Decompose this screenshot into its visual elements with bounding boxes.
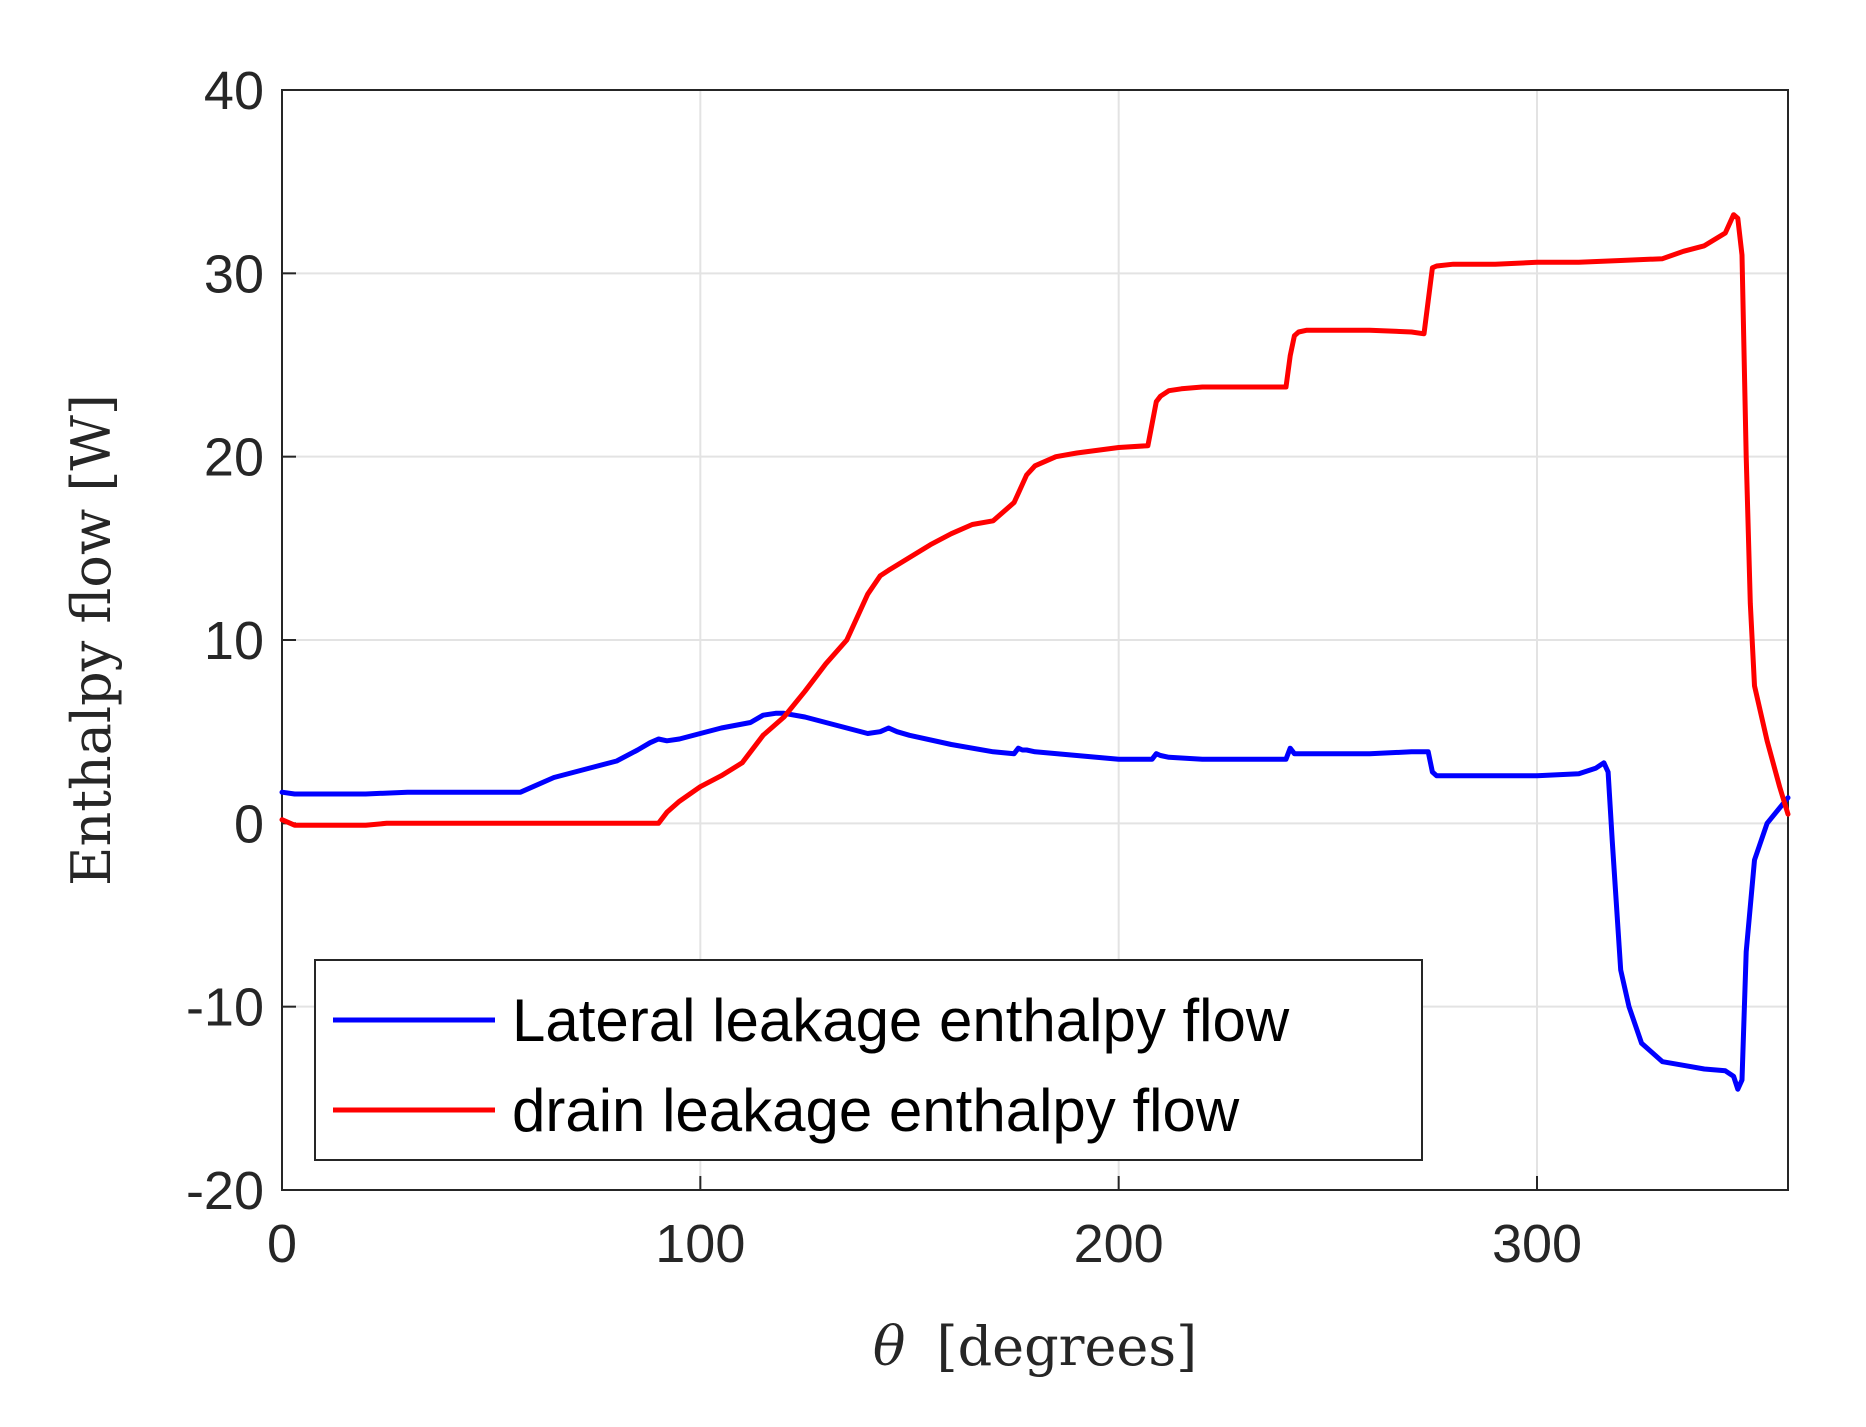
x-axis-label: θ [degrees] bbox=[873, 1315, 1197, 1378]
axis-ticks: 0 100 200 300 -20 -10 0 10 20 30 40 bbox=[186, 61, 1582, 1274]
legend: Lateral leakage enthalpy flow drain leak… bbox=[314, 959, 1423, 1161]
y-tick-label: -20 bbox=[186, 1161, 264, 1221]
series-line-lateral bbox=[279, 710, 1791, 1092]
y-tick-label: -10 bbox=[186, 978, 264, 1038]
y-axis-label: Enthalpy flow [W] bbox=[60, 394, 123, 886]
y-tick-label: 20 bbox=[204, 428, 264, 488]
series-layer bbox=[279, 212, 1791, 1092]
x-axis-label-symbol: θ bbox=[873, 1315, 906, 1378]
y-tick-label: 40 bbox=[204, 61, 264, 121]
legend-label-lateral: Lateral leakage enthalpy flow bbox=[512, 987, 1290, 1054]
x-tick-label: 100 bbox=[655, 1214, 745, 1274]
legend-box bbox=[314, 959, 1423, 1161]
x-tick-label: 0 bbox=[267, 1214, 297, 1274]
y-tick-label: 0 bbox=[234, 794, 264, 854]
y-tick-label: 10 bbox=[204, 611, 264, 671]
x-tick-label: 200 bbox=[1074, 1214, 1164, 1274]
x-axis-label-unit: [degrees] bbox=[937, 1315, 1198, 1378]
y-tick-label: 30 bbox=[204, 244, 264, 304]
legend-label-drain: drain leakage enthalpy flow bbox=[512, 1077, 1240, 1144]
x-tick-label: 300 bbox=[1492, 1214, 1582, 1274]
series-line-drain bbox=[279, 212, 1791, 828]
